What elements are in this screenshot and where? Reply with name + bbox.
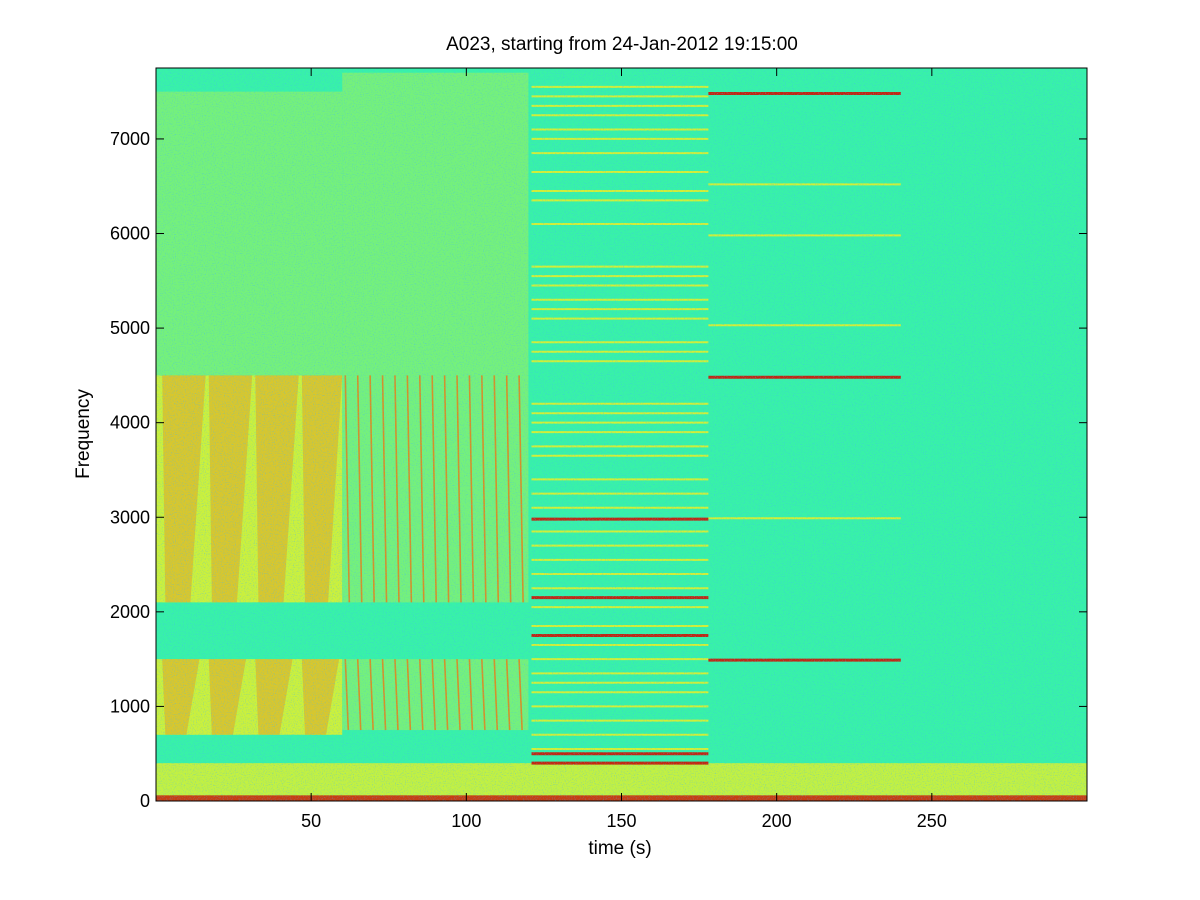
x-tick-label-3: 200 xyxy=(762,811,792,831)
plot-area xyxy=(156,68,1087,801)
y-tick-label-4: 4000 xyxy=(110,413,150,433)
y-axis-label: Frequency xyxy=(73,389,94,479)
x-tick-label-2: 150 xyxy=(606,811,636,831)
y-tick-label-3: 3000 xyxy=(110,507,150,527)
y-tick-label-7: 7000 xyxy=(110,129,150,149)
chart-title: A023, starting from 24-Jan-2012 19:15:00 xyxy=(446,34,798,55)
x-axis: 50 100 150 200 250 xyxy=(301,68,947,831)
x-tick-label-4: 250 xyxy=(917,811,947,831)
y-tick-label-0: 0 xyxy=(140,791,150,811)
x-axis-label: time (s) xyxy=(588,838,651,859)
y-tick-label-6: 6000 xyxy=(110,224,150,244)
y-tick-label-1: 1000 xyxy=(110,696,150,716)
x-tick-label-0: 50 xyxy=(301,811,321,831)
y-tick-label-2: 2000 xyxy=(110,602,150,622)
noise-speckle xyxy=(156,68,1087,801)
x-tick-label-1: 100 xyxy=(451,811,481,831)
y-axis: 0 1000 2000 3000 4000 5000 6000 7000 xyxy=(110,129,1087,811)
y-tick-label-5: 5000 xyxy=(110,318,150,338)
